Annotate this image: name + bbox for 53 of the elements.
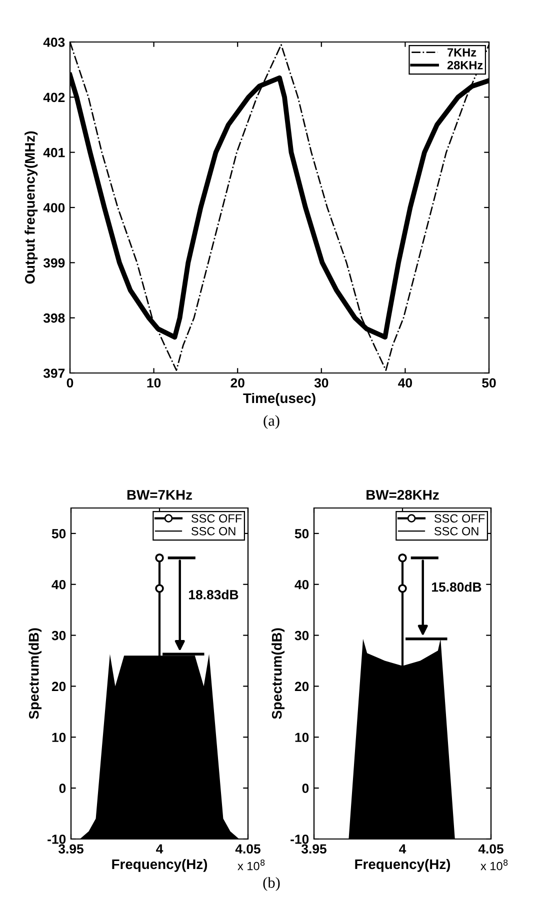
- annotation: 15.80dB: [432, 582, 482, 592]
- x-axis-title: Frequency(Hz): [355, 858, 450, 872]
- y-axis-title: Spectrum(dB): [272, 628, 285, 720]
- y-tick-label: 400: [43, 203, 65, 212]
- text: (b): [263, 877, 280, 891]
- x-tick-label: 40: [398, 378, 412, 388]
- y-tick-label: 398: [43, 313, 65, 323]
- legend-label: SSC OFF: [434, 514, 485, 523]
- x-tick-label: 3.95: [58, 844, 84, 854]
- x-tick-label: 4: [156, 844, 164, 854]
- y-tick-label: 10: [52, 732, 66, 742]
- x-tick-label: 3.95: [301, 844, 326, 854]
- x-axis-title: Time(usec): [243, 392, 316, 406]
- text: x 10$^{8}$: [480, 859, 508, 870]
- y-tick-label: 30: [294, 630, 309, 640]
- x-tick-label: 4.05: [478, 844, 504, 854]
- y-tick-label: 397: [43, 368, 65, 378]
- x-tick-label: 50: [482, 378, 496, 388]
- x-axis-title: Frequency(Hz): [112, 858, 208, 872]
- annotation: 18.83dB: [189, 590, 238, 600]
- y-axis-title: Spectrum(dB): [28, 628, 42, 720]
- y-tick-label: 402: [43, 92, 65, 102]
- text: x 10$^{8}$: [238, 859, 265, 870]
- legend-label: SSC OFF: [191, 514, 242, 523]
- y-tick-label: 20: [294, 682, 309, 692]
- legend-label: 28KHz: [447, 60, 483, 70]
- y-tick-label: 401: [43, 148, 65, 158]
- y-tick-label: 0: [59, 784, 66, 793]
- chart-title: BW=28KHz: [366, 490, 439, 500]
- x-tick-label: 4.05: [235, 844, 260, 854]
- y-tick-label: 50: [294, 529, 309, 538]
- y-tick-label: 0: [302, 784, 309, 793]
- y-tick-label: 403: [43, 38, 65, 47]
- y-tick-label: 399: [43, 258, 65, 268]
- y-tick-label: 30: [52, 630, 66, 640]
- legend-label: 7KHz: [448, 48, 476, 56]
- y-tick-label: -10: [48, 834, 66, 844]
- legend-label: SSC ON: [191, 526, 236, 536]
- x-tick-label: 20: [230, 378, 244, 388]
- x-tick-label: 30: [314, 378, 328, 388]
- y-tick-label: 10: [295, 732, 309, 742]
- y-tick-label: 40: [52, 580, 66, 590]
- y-tick-label: 50: [52, 529, 66, 538]
- chart-title: BW=7KHz: [127, 490, 192, 500]
- y-tick-label: 20: [52, 682, 66, 692]
- y-axis-title: Output frequency(MHz): [24, 131, 38, 284]
- text: (a): [264, 415, 280, 429]
- y-tick-label: -10: [290, 834, 309, 844]
- x-tick-label: 0: [66, 378, 74, 388]
- x-tick-label: 4: [399, 844, 406, 854]
- x-tick-label: 10: [147, 378, 161, 388]
- y-tick-label: 40: [294, 580, 309, 590]
- legend-label: SSC ON: [434, 526, 478, 536]
